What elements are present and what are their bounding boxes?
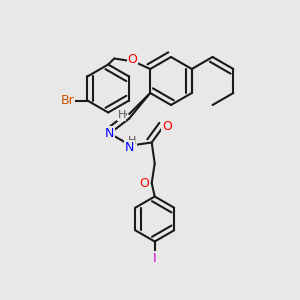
- Text: O: O: [127, 52, 137, 66]
- Text: O: O: [139, 176, 149, 190]
- Text: H: H: [118, 110, 126, 121]
- Text: N: N: [124, 140, 134, 154]
- Text: I: I: [153, 251, 157, 265]
- Text: Br: Br: [61, 94, 75, 107]
- Text: N: N: [105, 127, 114, 140]
- Text: O: O: [162, 119, 172, 133]
- Text: H: H: [128, 136, 136, 146]
